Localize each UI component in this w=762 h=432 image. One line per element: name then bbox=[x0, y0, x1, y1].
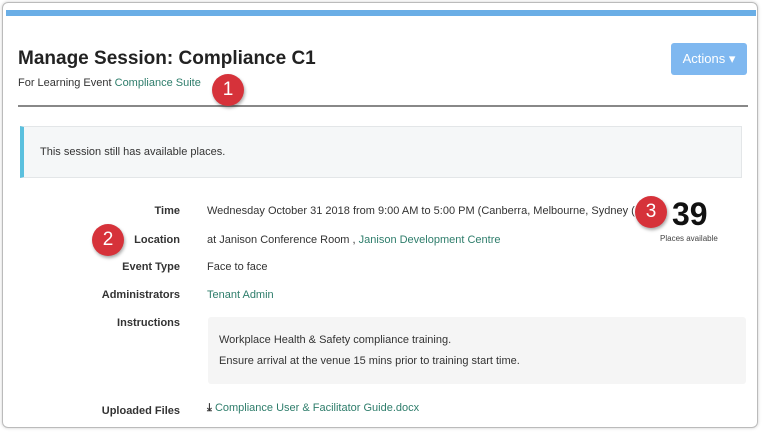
alert-text: This session still has available places. bbox=[40, 146, 226, 158]
location-room: at Janison Conference Room , bbox=[207, 234, 359, 246]
subtitle-prefix: For Learning Event bbox=[18, 77, 115, 89]
callout-badge-1: 1 bbox=[212, 74, 244, 106]
instructions-label: Instructions bbox=[117, 317, 180, 329]
file-item: ⤓ Compliance User & Facilitator Guide.do… bbox=[207, 402, 419, 415]
time-value: Wednesday October 31 2018 from 9:00 AM t… bbox=[207, 205, 635, 217]
download-icon: ⤓ bbox=[207, 402, 212, 414]
page-title: Manage Session: Compliance C1 bbox=[18, 48, 316, 69]
location-label: Location bbox=[134, 234, 180, 246]
actions-button[interactable]: Actions ▾ bbox=[671, 43, 747, 75]
event-type-label: Event Type bbox=[122, 261, 180, 273]
event-type-value: Face to face bbox=[207, 261, 268, 273]
administrators-label: Administrators bbox=[101, 289, 180, 301]
administrator-link[interactable]: Tenant Admin bbox=[207, 289, 274, 301]
callout-badge-2: 2 bbox=[92, 224, 124, 256]
top-accent-bar bbox=[6, 10, 756, 16]
places-label: Places available bbox=[660, 234, 718, 243]
learning-event-link[interactable]: Compliance Suite bbox=[114, 77, 201, 89]
divider bbox=[18, 105, 748, 107]
file-link[interactable]: Compliance User & Facilitator Guide.docx bbox=[214, 402, 420, 414]
instructions-line: Ensure arrival at the venue 15 mins prio… bbox=[219, 355, 520, 367]
window-frame bbox=[2, 2, 758, 428]
subtitle: For Learning Event Compliance Suite bbox=[18, 77, 201, 89]
callout-badge-3: 3 bbox=[635, 196, 667, 228]
location-link[interactable]: Janison Development Centre bbox=[358, 234, 501, 246]
location-value: at Janison Conference Room , Janison Dev… bbox=[207, 234, 501, 246]
places-count: 39 bbox=[672, 196, 708, 232]
uploaded-files-label: Uploaded Files bbox=[101, 405, 180, 417]
availability-alert: This session still has available places. bbox=[20, 126, 742, 178]
instructions-line: Workplace Health & Safety compliance tra… bbox=[219, 334, 452, 346]
instructions-box: Workplace Health & Safety compliance tra… bbox=[208, 317, 746, 384]
time-label: Time bbox=[154, 205, 180, 217]
